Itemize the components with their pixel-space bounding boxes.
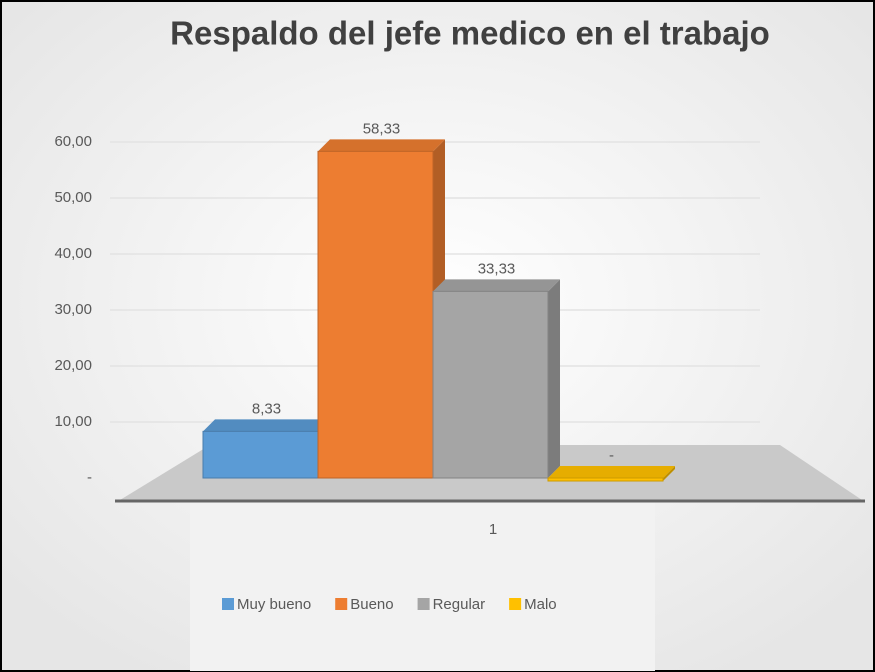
bar-top — [548, 466, 675, 478]
data-label: 33,33 — [478, 260, 516, 277]
front-panel — [190, 502, 655, 671]
y-tick-label: - — [87, 469, 92, 486]
bar-top — [318, 139, 445, 152]
data-label: - — [609, 447, 614, 464]
bar-front — [547, 477, 664, 482]
legend-swatch — [222, 598, 234, 610]
bar-front — [432, 290, 549, 479]
y-tick-label: 60,00 — [54, 133, 92, 150]
bar — [432, 279, 560, 479]
bar-front — [317, 150, 434, 479]
bar-side — [548, 279, 560, 478]
bar — [317, 139, 445, 479]
legend-swatch — [417, 598, 430, 610]
y-tick-label: 40,00 — [54, 245, 92, 262]
legend-swatch — [509, 598, 522, 610]
x-tick-label: 1 — [489, 521, 497, 538]
y-tick-label: 50,00 — [54, 189, 92, 206]
data-label: 8,33 — [252, 400, 281, 417]
legend-label: Muy bueno — [237, 596, 311, 613]
bar-side — [663, 466, 675, 481]
bar-top — [433, 279, 560, 292]
y-tick-label: 30,00 — [54, 301, 92, 318]
y-tick-label: 10,00 — [54, 413, 92, 430]
y-tick-label: 20,00 — [54, 357, 92, 374]
bar-top — [203, 419, 330, 432]
legend-label: Malo — [524, 596, 557, 613]
legend-label: Regular — [433, 596, 486, 613]
data-label: 58,33 — [363, 120, 401, 137]
legend-label: Bueno — [350, 596, 393, 613]
bar — [547, 466, 675, 482]
legend-swatch — [335, 598, 348, 610]
bar-front — [202, 430, 319, 479]
bar — [202, 419, 330, 479]
chart-title: Respaldo del jefe medico en el trabajo — [170, 15, 770, 52]
